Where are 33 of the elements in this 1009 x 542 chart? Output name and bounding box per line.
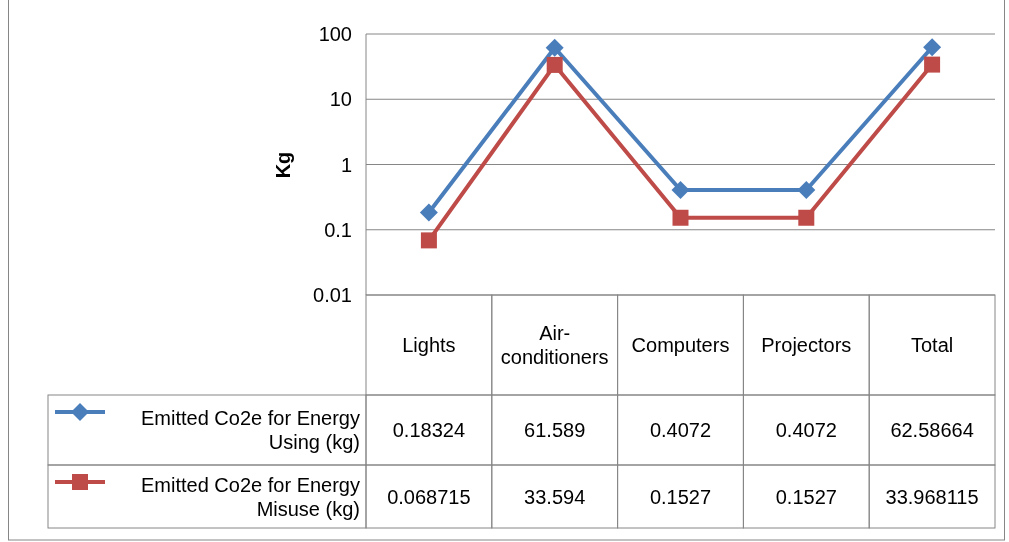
point: [672, 209, 689, 226]
point: [420, 232, 437, 249]
point: [797, 180, 816, 199]
legend-label: Emitted Co2e for Energy Using (kg): [141, 407, 360, 453]
x-tick-label: Projectors: [761, 334, 852, 356]
data-label: 33.968115: [885, 485, 979, 508]
point: [546, 56, 563, 73]
data-label: 0.4072: [649, 419, 712, 441]
x-tick-label: Total: [910, 334, 954, 356]
y-tick-label: 10: [329, 88, 352, 111]
point: [924, 56, 941, 73]
point: [419, 203, 438, 222]
data-label: 33.594: [524, 485, 586, 508]
x-tick-label: Computers: [631, 334, 730, 356]
y-axis-title: Kg: [272, 151, 294, 179]
y-tick-label: 0.1: [324, 218, 352, 241]
y-tick-label: 100: [318, 23, 352, 45]
x-tick-label: Lights: [402, 334, 456, 356]
data-label: 0.1527: [649, 485, 712, 508]
y-tick-label: 0.01: [313, 284, 352, 306]
y-tick-label: 1: [340, 153, 352, 176]
point: [798, 209, 815, 226]
data-label: 0.4072: [775, 419, 837, 441]
point: [545, 38, 564, 57]
legend-label: Emitted Co2e for Energy Misuse (kg): [141, 473, 360, 520]
data-label: 0.068715: [387, 485, 471, 508]
x-tick-label: Air-conditioners: [500, 322, 609, 368]
data-label: 0.18324: [392, 419, 466, 441]
point: [923, 38, 942, 57]
data-label: 0.1527: [775, 485, 837, 508]
data-label: 62.58664: [890, 419, 974, 441]
data-label: 61.589: [524, 419, 586, 441]
point: [671, 180, 690, 199]
